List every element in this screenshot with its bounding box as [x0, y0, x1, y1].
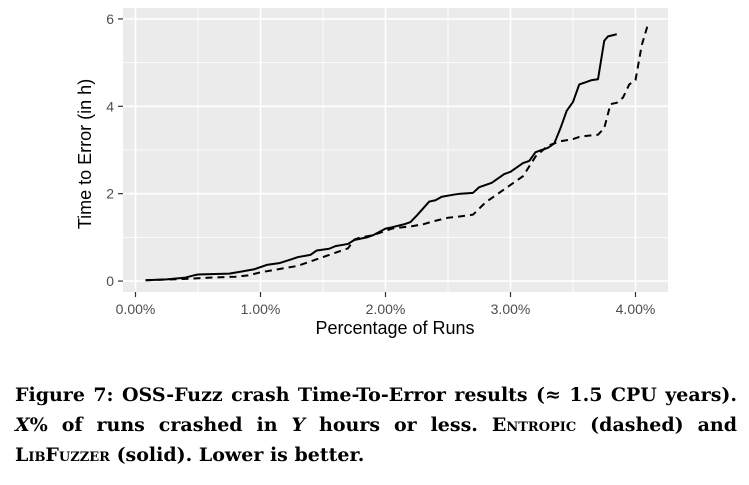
caption-text-e: (solid). Lower is better. — [109, 444, 365, 466]
caption-text-a: OSS-Fuzz crash Time-To-Error results (≈ … — [113, 384, 737, 406]
y-tick-label: 4 — [106, 98, 114, 114]
caption-y-var: Y — [291, 414, 306, 436]
x-tick-label: 3.00% — [491, 301, 531, 317]
series-layer — [145, 23, 649, 282]
series-line-libfuzzer — [145, 33, 617, 282]
x-tick-label: 4.00% — [616, 301, 656, 317]
caption-text-b: % of runs crashed in — [29, 414, 292, 436]
x-axis: 0.00% 1.00% 2.00% 3.00% 4.00% — [116, 292, 656, 317]
grid-major — [123, 8, 668, 292]
figure-caption: Figure 7: OSS-Fuzz crash Time-To-Error r… — [15, 380, 737, 470]
caption-label: Figure 7: — [15, 384, 114, 406]
caption-text-d: (dashed) and — [576, 414, 737, 436]
caption-libfuzzer: LibFuzzer — [15, 444, 110, 466]
caption-entropic: Entropic — [491, 414, 577, 436]
x-tick-label: 2.00% — [366, 301, 406, 317]
chart: 0.00% 1.00% 2.00% 3.00% 4.00% 0 2 4 6 Percentag… — [75, 8, 668, 338]
series-line-entropic — [145, 23, 649, 282]
y-axis: 0 2 4 6 — [106, 11, 123, 289]
y-tick-label: 6 — [106, 11, 114, 27]
y-axis-label: Time to Error (in h) — [75, 79, 95, 229]
x-tick-label: 0.00% — [116, 301, 156, 317]
grid-minor — [123, 8, 668, 292]
y-tick-label: 2 — [106, 186, 114, 202]
y-tick-label: 0 — [106, 273, 114, 289]
x-tick-label: 1.00% — [241, 301, 281, 317]
caption-text-c: hours or less. — [305, 414, 492, 436]
x-axis-label: Percentage of Runs — [315, 318, 474, 338]
caption-x-var: X — [15, 414, 30, 436]
